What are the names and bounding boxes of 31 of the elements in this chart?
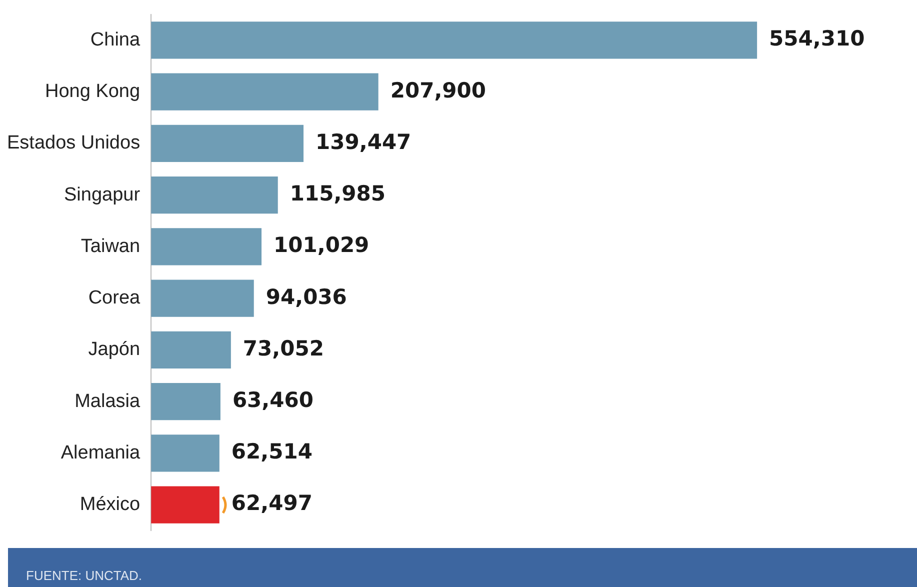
data-label: 554,310 <box>769 26 865 51</box>
bar <box>151 434 220 472</box>
bar <box>151 280 254 317</box>
y-tick-label: México <box>80 494 140 516</box>
bar <box>151 228 262 266</box>
bar <box>151 124 304 162</box>
data-label: 115,985 <box>290 182 386 206</box>
y-tick-label: Corea <box>88 288 141 309</box>
data-label: 62,514 <box>231 440 312 464</box>
y-tick-label: Singapur <box>64 184 141 206</box>
data-label: 63,460 <box>232 388 314 412</box>
bar <box>151 73 378 110</box>
data-label: 62,497 <box>231 491 312 516</box>
data-label: 207,900 <box>390 78 486 102</box>
y-tick-label: Estados Unidos <box>6 132 140 154</box>
source-note: FUENTE: UNCTAD. <box>26 568 142 583</box>
data-label: 139,447 <box>316 130 412 154</box>
bar <box>151 331 231 369</box>
y-tick-label: Malasia <box>74 390 140 412</box>
bar <box>151 382 220 420</box>
y-tick-label: Alemania <box>60 442 140 464</box>
y-tick-label: Japón <box>88 339 140 360</box>
bar <box>151 22 758 59</box>
data-label: 101,029 <box>274 233 370 258</box>
bar <box>151 486 220 524</box>
bar <box>151 176 278 214</box>
data-label: 73,052 <box>242 336 324 360</box>
y-tick-label: Taiwan <box>80 236 140 257</box>
data-label: 94,036 <box>266 284 347 309</box>
y-tick-label: China <box>90 29 140 50</box>
y-tick-label: Hong Kong <box>44 81 140 102</box>
